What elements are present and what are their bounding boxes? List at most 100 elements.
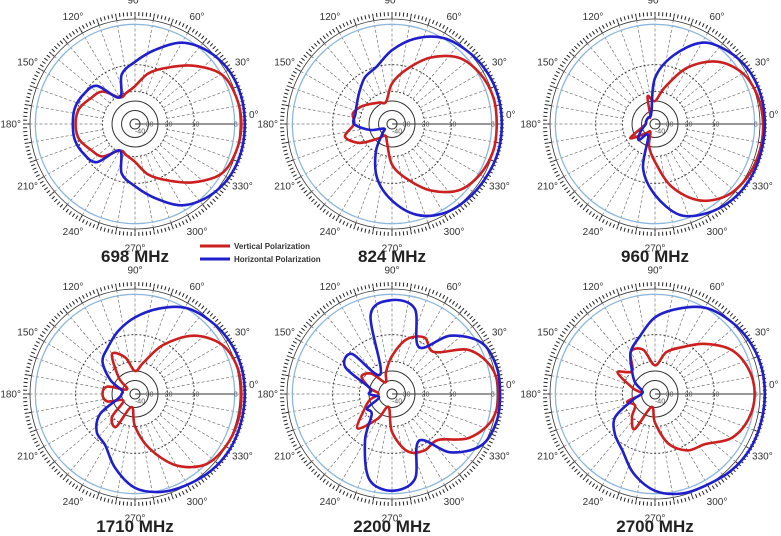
angle-tick-label: 120°	[320, 12, 341, 23]
ring-minus-20	[622, 91, 688, 157]
angle-tick-label: 270°	[125, 514, 146, 525]
angle-tick-label: 120°	[63, 12, 84, 23]
angle-tick-label: 150°	[17, 328, 38, 339]
angle-tick-label: 150°	[274, 58, 295, 69]
radial-tick-label: -3	[752, 122, 758, 129]
legend-vertical-label: Vertical Polarization	[234, 242, 310, 251]
angle-tick-label: 240°	[320, 497, 341, 508]
angle-tick-label: 300°	[444, 227, 465, 238]
angle-tick-label: 180°	[257, 120, 278, 131]
angle-tick-label: 0°	[249, 380, 259, 391]
radial-tick-label: -30	[143, 122, 153, 129]
angle-tick-label: 90°	[127, 266, 142, 277]
horizontal-polarization-line	[637, 41, 767, 218]
radial-tick-label: -30	[663, 392, 673, 399]
angle-tick-label: 90°	[647, 266, 662, 277]
angle-tick-label: 300°	[444, 497, 465, 508]
angle-tick-label: 240°	[583, 227, 604, 238]
vertical-polarization-line	[355, 335, 500, 455]
angle-tick-label: 180°	[0, 120, 21, 131]
horizontal-polarization-line	[71, 41, 247, 207]
angle-tick-label: 120°	[320, 282, 341, 293]
angle-tick-label: 90°	[647, 0, 662, 7]
angle-tick-label: 270°	[645, 244, 666, 255]
angle-tick-label: 60°	[709, 12, 724, 23]
radial-tick-label: -10	[189, 122, 199, 129]
angle-tick-label: 210°	[17, 452, 38, 463]
angle-tick-label: 180°	[520, 120, 541, 131]
radial-tick-label: -10	[446, 122, 456, 129]
angle-tick-label: 210°	[274, 182, 295, 193]
angle-tick-label: 60°	[446, 12, 461, 23]
horizontal-polarization-line	[351, 35, 504, 218]
polar-plot: -40-30 -20 -10 -30°30°60°90°120°150°180°210…	[520, 266, 778, 536]
radial-tick-label: -40	[392, 399, 402, 406]
radial-tick-label: -20	[419, 392, 429, 399]
vertical-polarization-line	[74, 64, 243, 184]
angle-tick-label: 30°	[755, 328, 770, 339]
angle-tick-label: 60°	[446, 282, 461, 293]
angle-tick-label: 330°	[752, 452, 773, 463]
plot-title: 698 MHz	[101, 247, 169, 266]
plot-title: 824 MHz	[358, 247, 426, 266]
angle-tick-label: 180°	[0, 390, 21, 401]
radial-tick-label: -30	[400, 122, 410, 129]
angle-tick-label: 30°	[235, 58, 250, 69]
angle-tick-label: 0°	[249, 110, 259, 121]
radial-tick-label: -10	[446, 392, 456, 399]
angle-tick-label: 330°	[489, 452, 510, 463]
polar-plot: -40-30 -20 -10 -30°30°60°90°120°150°180°210…	[257, 0, 515, 266]
angle-tick-label: 180°	[257, 390, 278, 401]
angle-tick-label: 240°	[63, 227, 84, 238]
angle-tick-label: 30°	[492, 58, 507, 69]
angle-tick-label: 330°	[752, 182, 773, 193]
angle-tick-label: 150°	[17, 58, 38, 69]
angle-tick-label: 0°	[506, 110, 516, 121]
angle-tick-label: 30°	[755, 58, 770, 69]
radial-tick-label: -10	[709, 392, 719, 399]
radial-tick-label: -20	[162, 122, 172, 129]
plot-title: 1710 MHz	[96, 517, 173, 536]
angle-tick-label: 90°	[384, 266, 399, 277]
angle-tick-label: 300°	[707, 227, 728, 238]
angle-tick-label: 150°	[274, 328, 295, 339]
plot-title: 2700 MHz	[616, 517, 693, 536]
angle-tick-label: 60°	[189, 12, 204, 23]
angle-tick-label: 210°	[537, 182, 558, 193]
radial-tick-label: -40	[135, 399, 145, 406]
horizontal-polarization-line	[612, 305, 767, 496]
angle-tick-label: 0°	[769, 110, 779, 121]
angle-tick-label: 30°	[492, 328, 507, 339]
radial-tick-label: -20	[162, 392, 172, 399]
radial-tick-label: -40	[135, 129, 145, 136]
radial-tick-label: -20	[682, 122, 692, 129]
vertical-polarization-line	[101, 334, 243, 469]
angle-tick-label: 90°	[384, 0, 399, 7]
angle-tick-label: 120°	[583, 12, 604, 23]
angle-tick-label: 90°	[127, 0, 142, 7]
angle-tick-label: 120°	[63, 282, 84, 293]
plot-title: 960 MHz	[621, 247, 689, 266]
angle-tick-label: 210°	[17, 182, 38, 193]
angle-tick-label: 150°	[537, 58, 558, 69]
radial-tick-label: -10	[709, 122, 719, 129]
polar-plot: -40-30 -20 -10 -30°30°60°90°120°150°180°210…	[257, 266, 515, 536]
angle-tick-label: 300°	[187, 227, 208, 238]
angle-tick-label: 60°	[709, 282, 724, 293]
radial-tick-label: -3	[489, 122, 495, 129]
angle-tick-label: 330°	[232, 182, 253, 193]
angle-tick-label: 210°	[537, 452, 558, 463]
horizontal-polarization-line	[342, 298, 502, 493]
radial-tick-label: -40	[392, 129, 402, 136]
polar-plot: -40-30 -20 -10 -30°30°60°90°120°150°180°210…	[0, 0, 258, 266]
angle-tick-label: 300°	[187, 497, 208, 508]
radial-tick-label: -30	[143, 392, 153, 399]
angle-tick-label: 240°	[583, 497, 604, 508]
angle-tick-label: 270°	[382, 244, 403, 255]
angle-tick-label: 270°	[125, 244, 146, 255]
radial-tick-label: -3	[489, 392, 495, 399]
angle-tick-label: 330°	[232, 452, 253, 463]
radial-tick-label: -30	[400, 392, 410, 399]
angle-tick-label: 270°	[645, 514, 666, 525]
